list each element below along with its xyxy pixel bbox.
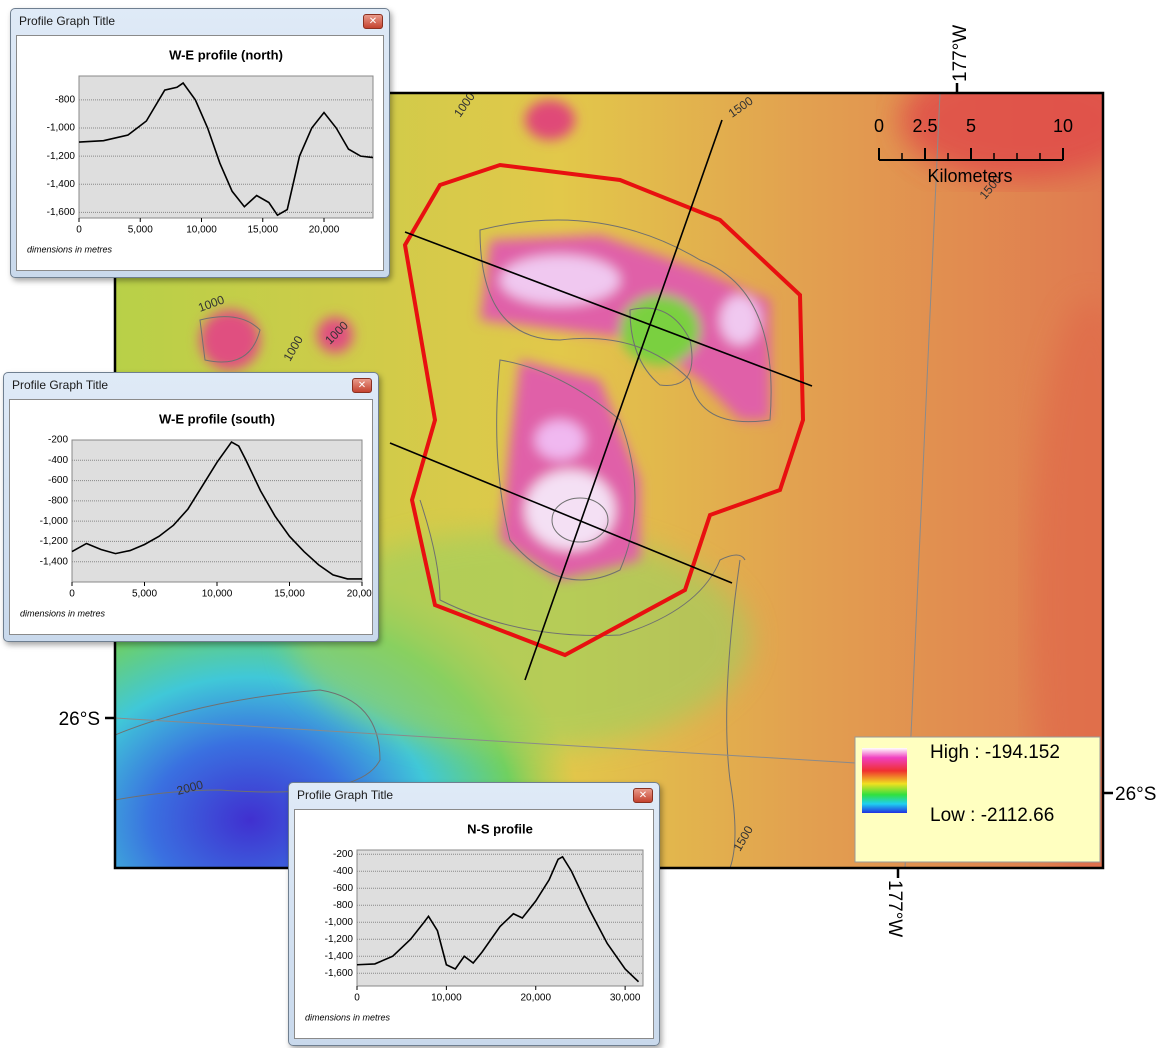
y-tick-label: -400 xyxy=(333,866,353,877)
y-tick-label: -1,200 xyxy=(47,151,76,162)
profile-chart: N-S profile -200 -400 -600 -800 -1,000 -1,200 -… xyxy=(294,809,654,1039)
y-tick-label: -800 xyxy=(333,900,353,911)
x-tick-label: 15,000 xyxy=(274,589,305,600)
window-title: Profile Graph Title xyxy=(12,378,108,392)
lat-label: 26°S xyxy=(59,709,100,730)
x-tick-label: 15,000 xyxy=(247,225,278,236)
chart-title: N-S profile xyxy=(467,821,533,836)
scale-unit: Kilometers xyxy=(927,166,1012,186)
scale-tick-label: 0 xyxy=(874,116,884,136)
x-tick-label: 20,000 xyxy=(309,225,340,236)
chart-title: W-E profile (south) xyxy=(159,411,275,426)
x-axis-label: dimensions in metres xyxy=(305,1012,391,1022)
legend-low: Low : -2112.66 xyxy=(930,805,1054,826)
plot-area xyxy=(79,76,373,218)
y-tick-label: -1,200 xyxy=(325,934,354,945)
profile-window: Profile Graph Title ✕ W-E profile (north) -… xyxy=(10,8,390,278)
profile-window: Profile Graph Title ✕ N-S profile -200 -400 -… xyxy=(288,782,660,1046)
y-tick-label: -1,400 xyxy=(40,556,69,567)
x-tick-label: 20,000 xyxy=(347,589,373,600)
y-tick-label: -1,600 xyxy=(325,968,354,979)
x-tick-label: 5,000 xyxy=(128,225,153,236)
window-title: Profile Graph Title xyxy=(297,788,393,802)
y-tick-label: -200 xyxy=(48,435,68,446)
lat-label: 26°S xyxy=(1115,784,1156,805)
x-tick-label: 10,000 xyxy=(202,589,233,600)
y-tick-label: -1,600 xyxy=(47,207,76,218)
legend: High : -194.152 Low : -2112.66 xyxy=(855,737,1100,862)
y-tick-label: -200 xyxy=(333,849,353,860)
x-tick-label: 30,000 xyxy=(610,993,641,1004)
lon-label: 177°W xyxy=(950,25,971,82)
y-tick-label: -1,400 xyxy=(47,179,76,190)
profile-window: Profile Graph Title ✕ W-E profile (south) -… xyxy=(3,372,379,642)
lon-label: 177°W xyxy=(884,880,905,937)
legend-ramp xyxy=(862,748,907,813)
legend-high: High : -194.152 xyxy=(930,742,1060,763)
x-tick-label: 0 xyxy=(76,225,82,236)
profile-chart: W-E profile (south) -200 -400 -600 -800 -1,00… xyxy=(9,399,373,635)
y-tick-label: -800 xyxy=(55,95,75,106)
y-tick-label: -1,200 xyxy=(40,536,69,547)
x-tick-label: 10,000 xyxy=(186,225,217,236)
scale-tick-label: 2.5 xyxy=(912,116,937,136)
x-tick-label: 0 xyxy=(69,589,75,600)
y-tick-label: -1,000 xyxy=(325,917,354,928)
close-button[interactable]: ✕ xyxy=(352,378,372,393)
y-tick-label: -1,000 xyxy=(47,123,76,134)
y-tick-label: -600 xyxy=(333,883,353,894)
x-tick-label: 5,000 xyxy=(132,589,157,600)
x-tick-label: 20,000 xyxy=(520,993,551,1004)
x-tick-label: 0 xyxy=(354,993,360,1004)
scale-tick-label: 10 xyxy=(1053,116,1073,136)
y-tick-label: -800 xyxy=(48,495,68,506)
window-title: Profile Graph Title xyxy=(19,14,115,28)
x-axis-label: dimensions in metres xyxy=(20,608,106,618)
page: 1000 1500 1000 1000 1000 2000 1500 1500 … xyxy=(0,0,1174,1048)
profile-chart: W-E profile (north) -800 -1,000 -1,200 -1,40… xyxy=(16,35,384,271)
x-tick-label: 10,000 xyxy=(431,993,462,1004)
plot-area xyxy=(357,850,643,986)
x-axis-label: dimensions in metres xyxy=(27,244,113,254)
y-tick-label: -400 xyxy=(48,455,68,466)
close-button[interactable]: ✕ xyxy=(363,14,383,29)
y-tick-label: -1,000 xyxy=(40,516,69,527)
y-tick-label: -1,400 xyxy=(325,951,354,962)
y-tick-label: -600 xyxy=(48,475,68,486)
close-button[interactable]: ✕ xyxy=(633,788,653,803)
scale-tick-label: 5 xyxy=(966,116,976,136)
chart-title: W-E profile (north) xyxy=(169,47,283,62)
